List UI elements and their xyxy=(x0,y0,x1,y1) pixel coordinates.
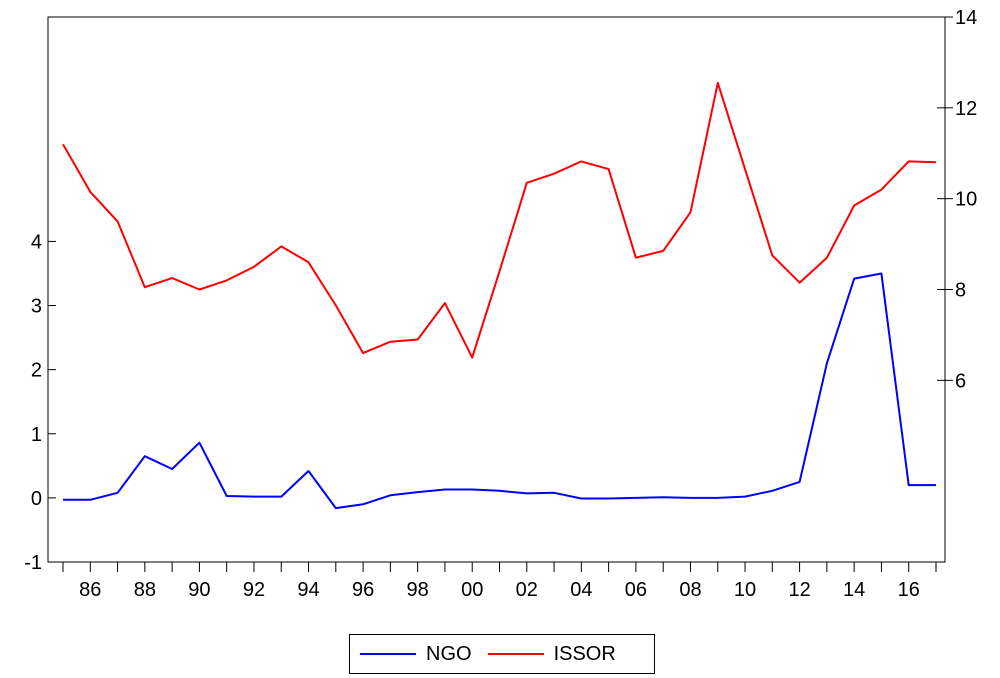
right-tick-label: 6 xyxy=(955,370,966,392)
left-tick-label: -1 xyxy=(24,552,42,574)
left-tick-label: 1 xyxy=(31,424,42,446)
left-axis: -1 0 1 2 3 4 xyxy=(24,231,56,574)
right-tick-label: 8 xyxy=(955,280,966,302)
x-tick-label: 88 xyxy=(134,579,156,601)
right-tick-label: 12 xyxy=(955,98,977,120)
x-tick-label: 92 xyxy=(243,579,265,601)
legend: NGO ISSOR xyxy=(349,634,655,674)
left-tick-label: 3 xyxy=(31,296,42,318)
legend-item-issor: ISSOR xyxy=(487,642,616,666)
x-tick-label: 14 xyxy=(843,579,865,601)
series-line-issor xyxy=(62,81,937,359)
series-line-ngo xyxy=(63,272,936,510)
x-tick-label: 12 xyxy=(788,579,810,601)
x-tick-label: 90 xyxy=(188,579,210,601)
x-tick-label: 94 xyxy=(297,579,319,601)
x-tick-label: 10 xyxy=(734,579,756,601)
left-tick-label: 0 xyxy=(31,488,42,510)
x-tick-label: 02 xyxy=(516,579,538,601)
x-tick-label: 98 xyxy=(407,579,429,601)
x-tick-label: 00 xyxy=(461,579,483,601)
x-tick-label: 04 xyxy=(570,579,592,601)
right-axis: 6 8 10 12 14 xyxy=(937,7,977,392)
x-axis: 86 88 90 92 94 96 98 00 02 04 06 08 10 12 14 16 xyxy=(62,562,937,601)
legend-label-ngo: NGO xyxy=(426,642,472,665)
legend-item-ngo: NGO xyxy=(360,643,472,666)
x-tick-label: 86 xyxy=(79,579,101,601)
x-tick-label: 16 xyxy=(898,579,920,601)
right-tick-label: 10 xyxy=(955,189,977,211)
x-tick-label: 08 xyxy=(679,579,701,601)
x-tick-label: 96 xyxy=(352,579,374,601)
left-tick-label: 4 xyxy=(31,231,42,253)
plot-frame xyxy=(47,16,946,563)
left-tick-label: 2 xyxy=(31,360,42,382)
legend-label-issor: ISSOR xyxy=(553,642,616,665)
x-tick-label: 06 xyxy=(625,579,647,601)
right-tick-label: 14 xyxy=(955,7,977,29)
series-layer xyxy=(62,81,937,510)
legend-swatch-issor xyxy=(487,653,544,655)
legend-swatch-ngo xyxy=(360,653,416,655)
